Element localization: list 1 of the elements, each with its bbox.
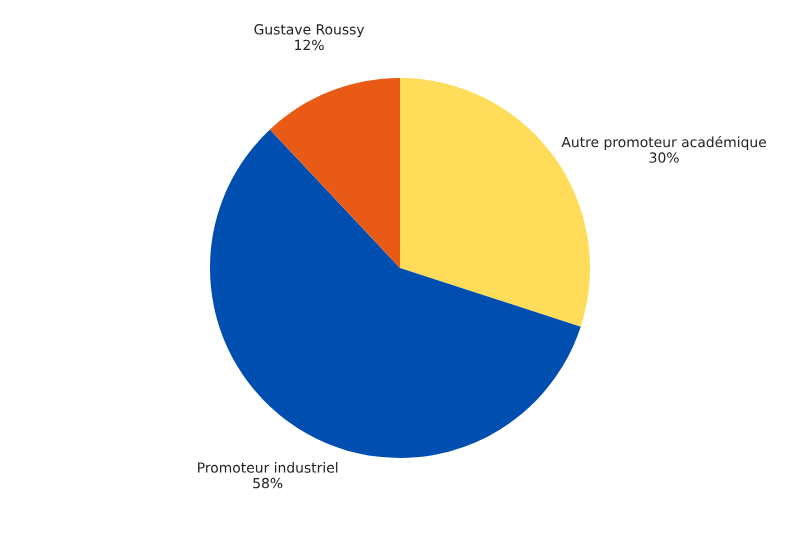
pie-slice (269, 78, 400, 268)
